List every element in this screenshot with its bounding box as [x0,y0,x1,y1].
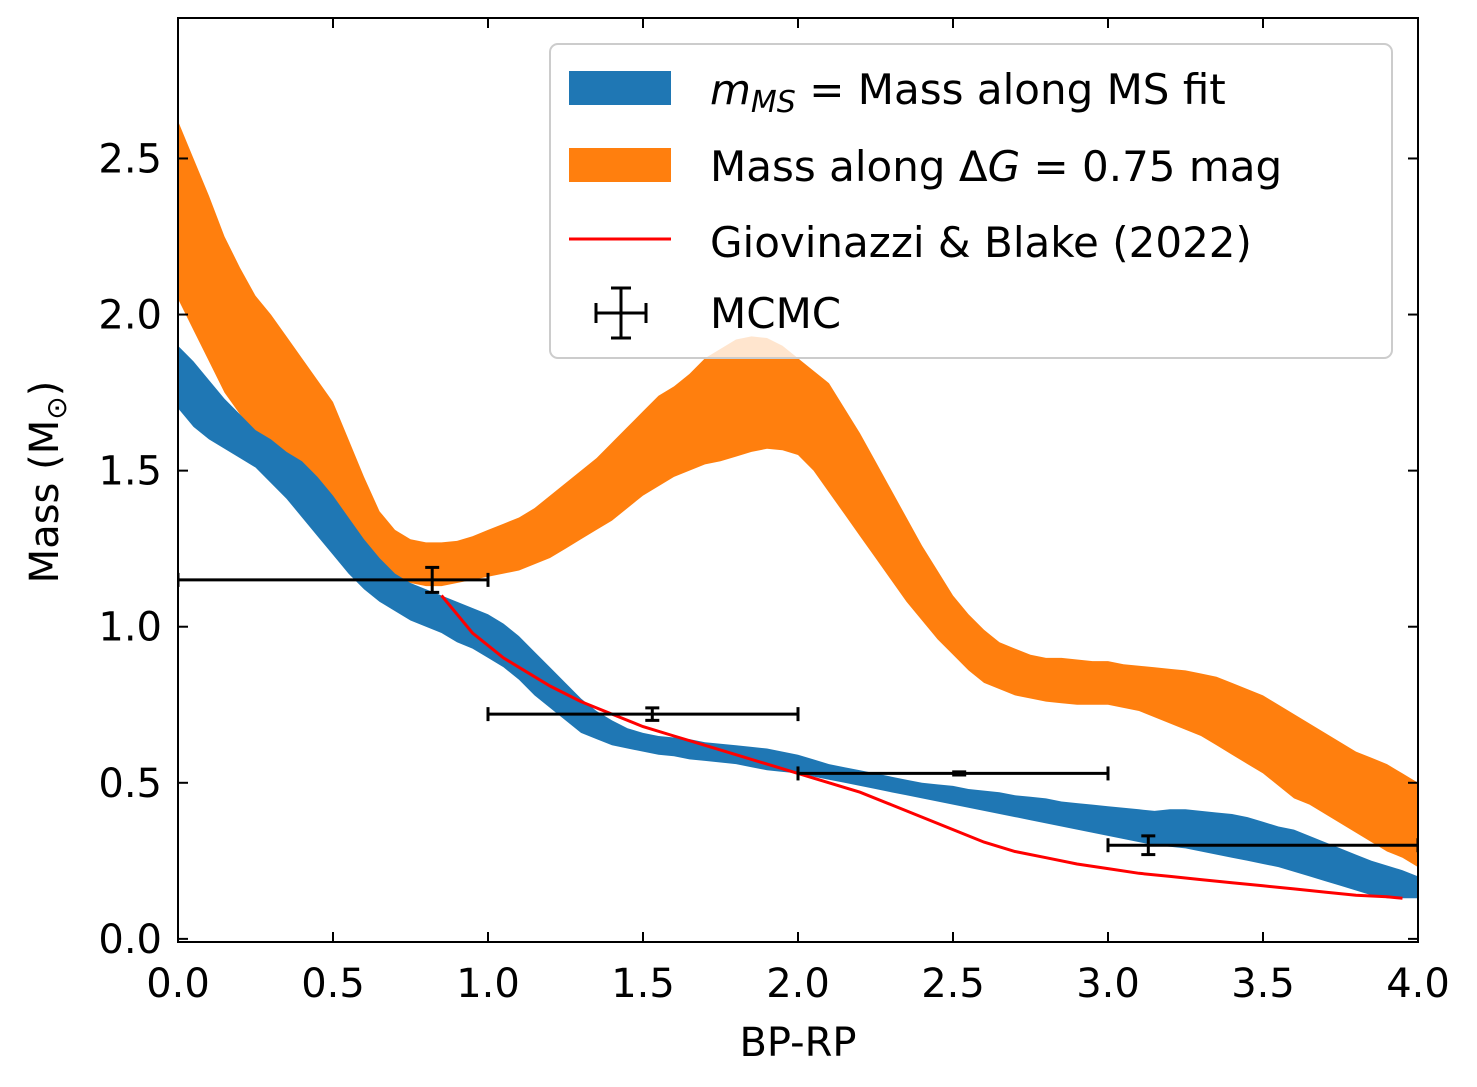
x-axis-label: BP-RP [739,1020,856,1066]
legend-ms-prefix: m [710,65,751,114]
x-tick-label: 2.5 [921,961,985,1007]
x-tick-label: 4.0 [1386,961,1450,1007]
y-axis-label: Mass (M⊙) [22,381,73,584]
legend-dg-italic: G [988,142,1021,191]
legend-label-ms: mMS = Mass along MS fit [710,65,1226,120]
y-tick-label: 2.5 [98,136,162,182]
mcmc-point-3 [1106,834,1418,857]
line-giovinazzi-blake [440,594,1403,900]
x-tick-label: 2.0 [766,961,830,1007]
x-tick-label: 0.5 [301,961,365,1007]
y-tick-label: 0.0 [98,917,162,963]
legend-dg-text1: Mass along Δ [710,142,988,191]
legend-label-dg: Mass along ΔG = 0.75 mag [710,142,1282,191]
mcmc-point-2 [796,766,1110,781]
legend-label-mcmc: MCMC [710,289,841,338]
x-tick-label: 0.0 [146,961,210,1007]
y-tick-label: 0.5 [98,761,162,807]
band-ms-fit [178,345,1418,899]
y-tick-label: 2.0 [98,293,162,339]
y-axis-label-main: Mass (M [22,420,68,584]
mcmc-errorbars [178,565,1418,857]
y-tick-label: 1.0 [98,605,162,651]
legend-ms-sub: MS [751,85,796,120]
legend-mcmc-marker [594,286,648,340]
legend-box [549,43,1393,359]
legend: mMS = Mass along MS fit Mass along ΔG = … [549,43,1393,359]
x-tick-label: 1.0 [456,961,520,1007]
x-tick-label: 1.5 [611,961,675,1007]
x-tick-label: 3.5 [1231,961,1295,1007]
legend-swatch-dg [569,148,671,182]
plot-area [178,121,1418,900]
x-tick-label: 3.0 [1076,961,1140,1007]
legend-ms-text: = Mass along MS fit [796,65,1226,114]
legend-label-giovinazzi: Giovinazzi & Blake (2022) [710,218,1252,267]
tick-labels: 0.0 0.5 1.0 1.5 2.0 2.5 3.0 3.5 4.0 0.0 0.5 1.0 1.5 2… [98,136,1449,1007]
mcmc-point-1 [486,706,800,722]
mcmc-point-0 [178,565,490,594]
y-axis-label-close: ) [22,381,68,397]
legend-swatch-ms [569,71,671,105]
legend-dg-text2: = 0.75 mag [1020,142,1282,191]
lines [440,594,1403,900]
plot-frame [177,17,1419,943]
y-axis-label-sub: ⊙ [40,396,73,419]
bands [178,121,1418,899]
band-delta-g [178,121,1418,868]
y-tick-label: 1.5 [98,449,162,495]
